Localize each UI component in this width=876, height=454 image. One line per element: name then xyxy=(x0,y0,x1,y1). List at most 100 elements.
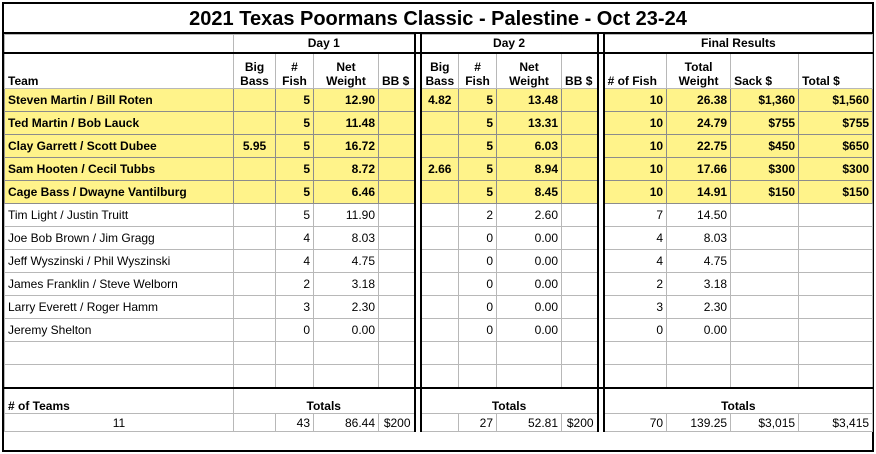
team-cell: Jeff Wyszinski / Phil Wyszinski xyxy=(4,249,234,273)
d2-bb-cell xyxy=(561,226,599,250)
table-row: Sam Hooten / Cecil Tubbs 5 8.72 2.66 5 8.94 10… xyxy=(4,157,874,181)
empty-row xyxy=(4,341,874,365)
d1-bb-cell xyxy=(377,157,416,181)
sack-cell xyxy=(730,295,800,319)
d2-fish-cell: 5 xyxy=(458,134,498,158)
d2-fish-cell: 5 xyxy=(458,88,498,112)
final-fish-cell: 10 xyxy=(603,88,668,112)
d2-fish-cell: 5 xyxy=(458,157,498,181)
final-weight-cell: 8.03 xyxy=(666,226,732,250)
d2-weight-cell: 6.03 xyxy=(496,134,563,158)
team-cell: Cage Bass / Dwayne Vantilburg xyxy=(4,180,234,204)
d1-fish-cell: 4 xyxy=(275,249,314,273)
d1-fish-cell: 5 xyxy=(275,180,314,204)
d1-weight-cell: 11.48 xyxy=(313,111,379,135)
d2-fish-header: # Fish xyxy=(458,52,498,89)
d2-net-weight-header: Net Weight xyxy=(496,52,563,89)
table-row: Jeff Wyszinski / Phil Wyszinski 4 4.75 0 0.0… xyxy=(4,249,874,273)
total-money-cell: $650 xyxy=(798,134,874,158)
d2-weight-cell: 13.48 xyxy=(496,88,563,112)
d2-bb-cell xyxy=(561,134,599,158)
d1-big-bass-cell xyxy=(233,203,276,227)
d2-fish-cell: 0 xyxy=(458,226,498,250)
d1-bb-cell xyxy=(377,318,416,342)
final-weight-cell: 14.50 xyxy=(666,203,732,227)
sack-cell xyxy=(730,249,800,273)
final-weight-cell: 3.18 xyxy=(666,272,732,296)
final-fish-cell: 10 xyxy=(603,134,668,158)
d1-big-bass-cell xyxy=(233,111,276,135)
d1-weight-cell: 11.90 xyxy=(313,203,379,227)
sack-cell: $150 xyxy=(730,180,800,204)
d1-bb-cell xyxy=(377,226,416,250)
d2-big-bass-cell xyxy=(420,203,460,227)
d1-total-weight: 86.44 xyxy=(313,413,379,432)
d2-weight-cell: 0.00 xyxy=(496,272,563,296)
team-cell: Clay Garrett / Scott Dubee xyxy=(4,134,234,158)
totals-row: 11 43 86.44 $200 27 52.81 $200 70 139.25 $3,015 $3… xyxy=(4,413,874,432)
table-row: Tim Light / Justin Truitt 5 11.90 2 2.60 7 14.… xyxy=(4,203,874,227)
final-weight-cell: 22.75 xyxy=(666,134,732,158)
d2-total-fish: 27 xyxy=(458,413,498,432)
table-row: James Franklin / Steve Welborn 2 3.18 0 0.00… xyxy=(4,272,874,296)
d1-weight-cell: 12.90 xyxy=(313,88,379,112)
d2-fish-cell: 2 xyxy=(458,203,498,227)
d2-weight-cell: 13.31 xyxy=(496,111,563,135)
d1-weight-cell: 16.72 xyxy=(313,134,379,158)
d1-total-fish: 43 xyxy=(275,413,314,432)
d2-big-bass-cell xyxy=(420,180,460,204)
final-fish-cell: 2 xyxy=(603,272,668,296)
sack-cell xyxy=(730,272,800,296)
d1-totals-label: Totals xyxy=(232,386,416,414)
d1-big-bass-cell xyxy=(233,272,276,296)
d1-weight-cell: 6.46 xyxy=(313,180,379,204)
column-header-row: Team Big Bass # Fish Net Weight BB $ Big Bas… xyxy=(4,52,874,89)
d2-bb-cell xyxy=(561,180,599,204)
d1-fish-cell: 5 xyxy=(275,134,314,158)
sack-cell: $300 xyxy=(730,157,800,181)
team-header: Team xyxy=(4,52,234,89)
final-fish-cell: 3 xyxy=(603,295,668,319)
total-money-cell: $150 xyxy=(798,180,874,204)
d2-big-bass-cell xyxy=(420,134,460,158)
d2-big-bass-cell: 4.82 xyxy=(420,88,460,112)
d2-fish-cell: 0 xyxy=(458,295,498,319)
d2-bb-cell xyxy=(561,295,599,319)
d2-bb-cell xyxy=(561,203,599,227)
total-money-cell xyxy=(798,318,874,342)
table-row: Clay Garrett / Scott Dubee 5.95 5 16.72 5 6.0… xyxy=(4,134,874,158)
d1-fish-cell: 5 xyxy=(275,111,314,135)
d1-weight-cell: 0.00 xyxy=(313,318,379,342)
d2-big-bass-cell xyxy=(420,272,460,296)
d2-big-bass-cell xyxy=(420,295,460,319)
d2-weight-cell: 8.94 xyxy=(496,157,563,181)
d2-big-bass-cell xyxy=(420,111,460,135)
d2-big-bass-cell xyxy=(420,249,460,273)
d1-big-bass-cell xyxy=(233,180,276,204)
d1-big-bass-header: Big Bass xyxy=(233,52,276,89)
d2-weight-cell: 2.60 xyxy=(496,203,563,227)
final-total-fish: 70 xyxy=(603,413,668,432)
day1-group-label: Day 1 xyxy=(232,34,416,54)
d1-weight-cell: 4.75 xyxy=(313,249,379,273)
d1-big-bass-cell xyxy=(233,249,276,273)
totals-header-row: # of Teams Totals Totals Totals xyxy=(4,386,874,414)
sack-cell: $450 xyxy=(730,134,800,158)
total-sack: $3,015 xyxy=(730,413,800,432)
final-fish-cell: 7 xyxy=(603,203,668,227)
team-cell: Joe Bob Brown / Jim Gragg xyxy=(4,226,234,250)
total-money-cell xyxy=(798,226,874,250)
d2-weight-cell: 0.00 xyxy=(496,226,563,250)
final-fish-cell: 10 xyxy=(603,180,668,204)
d1-fish-cell: 5 xyxy=(275,203,314,227)
d1-fish-header: # Fish xyxy=(275,52,314,89)
total-money-header: Total $ xyxy=(798,52,874,89)
d1-fish-cell: 5 xyxy=(275,157,314,181)
sack-cell xyxy=(730,226,800,250)
teams-count-label: # of Teams xyxy=(4,386,234,414)
d1-big-bass-cell xyxy=(233,318,276,342)
results-table: Day 1 Day 2 Final Results Team Big Bass #… xyxy=(4,34,874,432)
d2-total-bb: $200 xyxy=(561,413,599,432)
total-money-cell xyxy=(798,203,874,227)
